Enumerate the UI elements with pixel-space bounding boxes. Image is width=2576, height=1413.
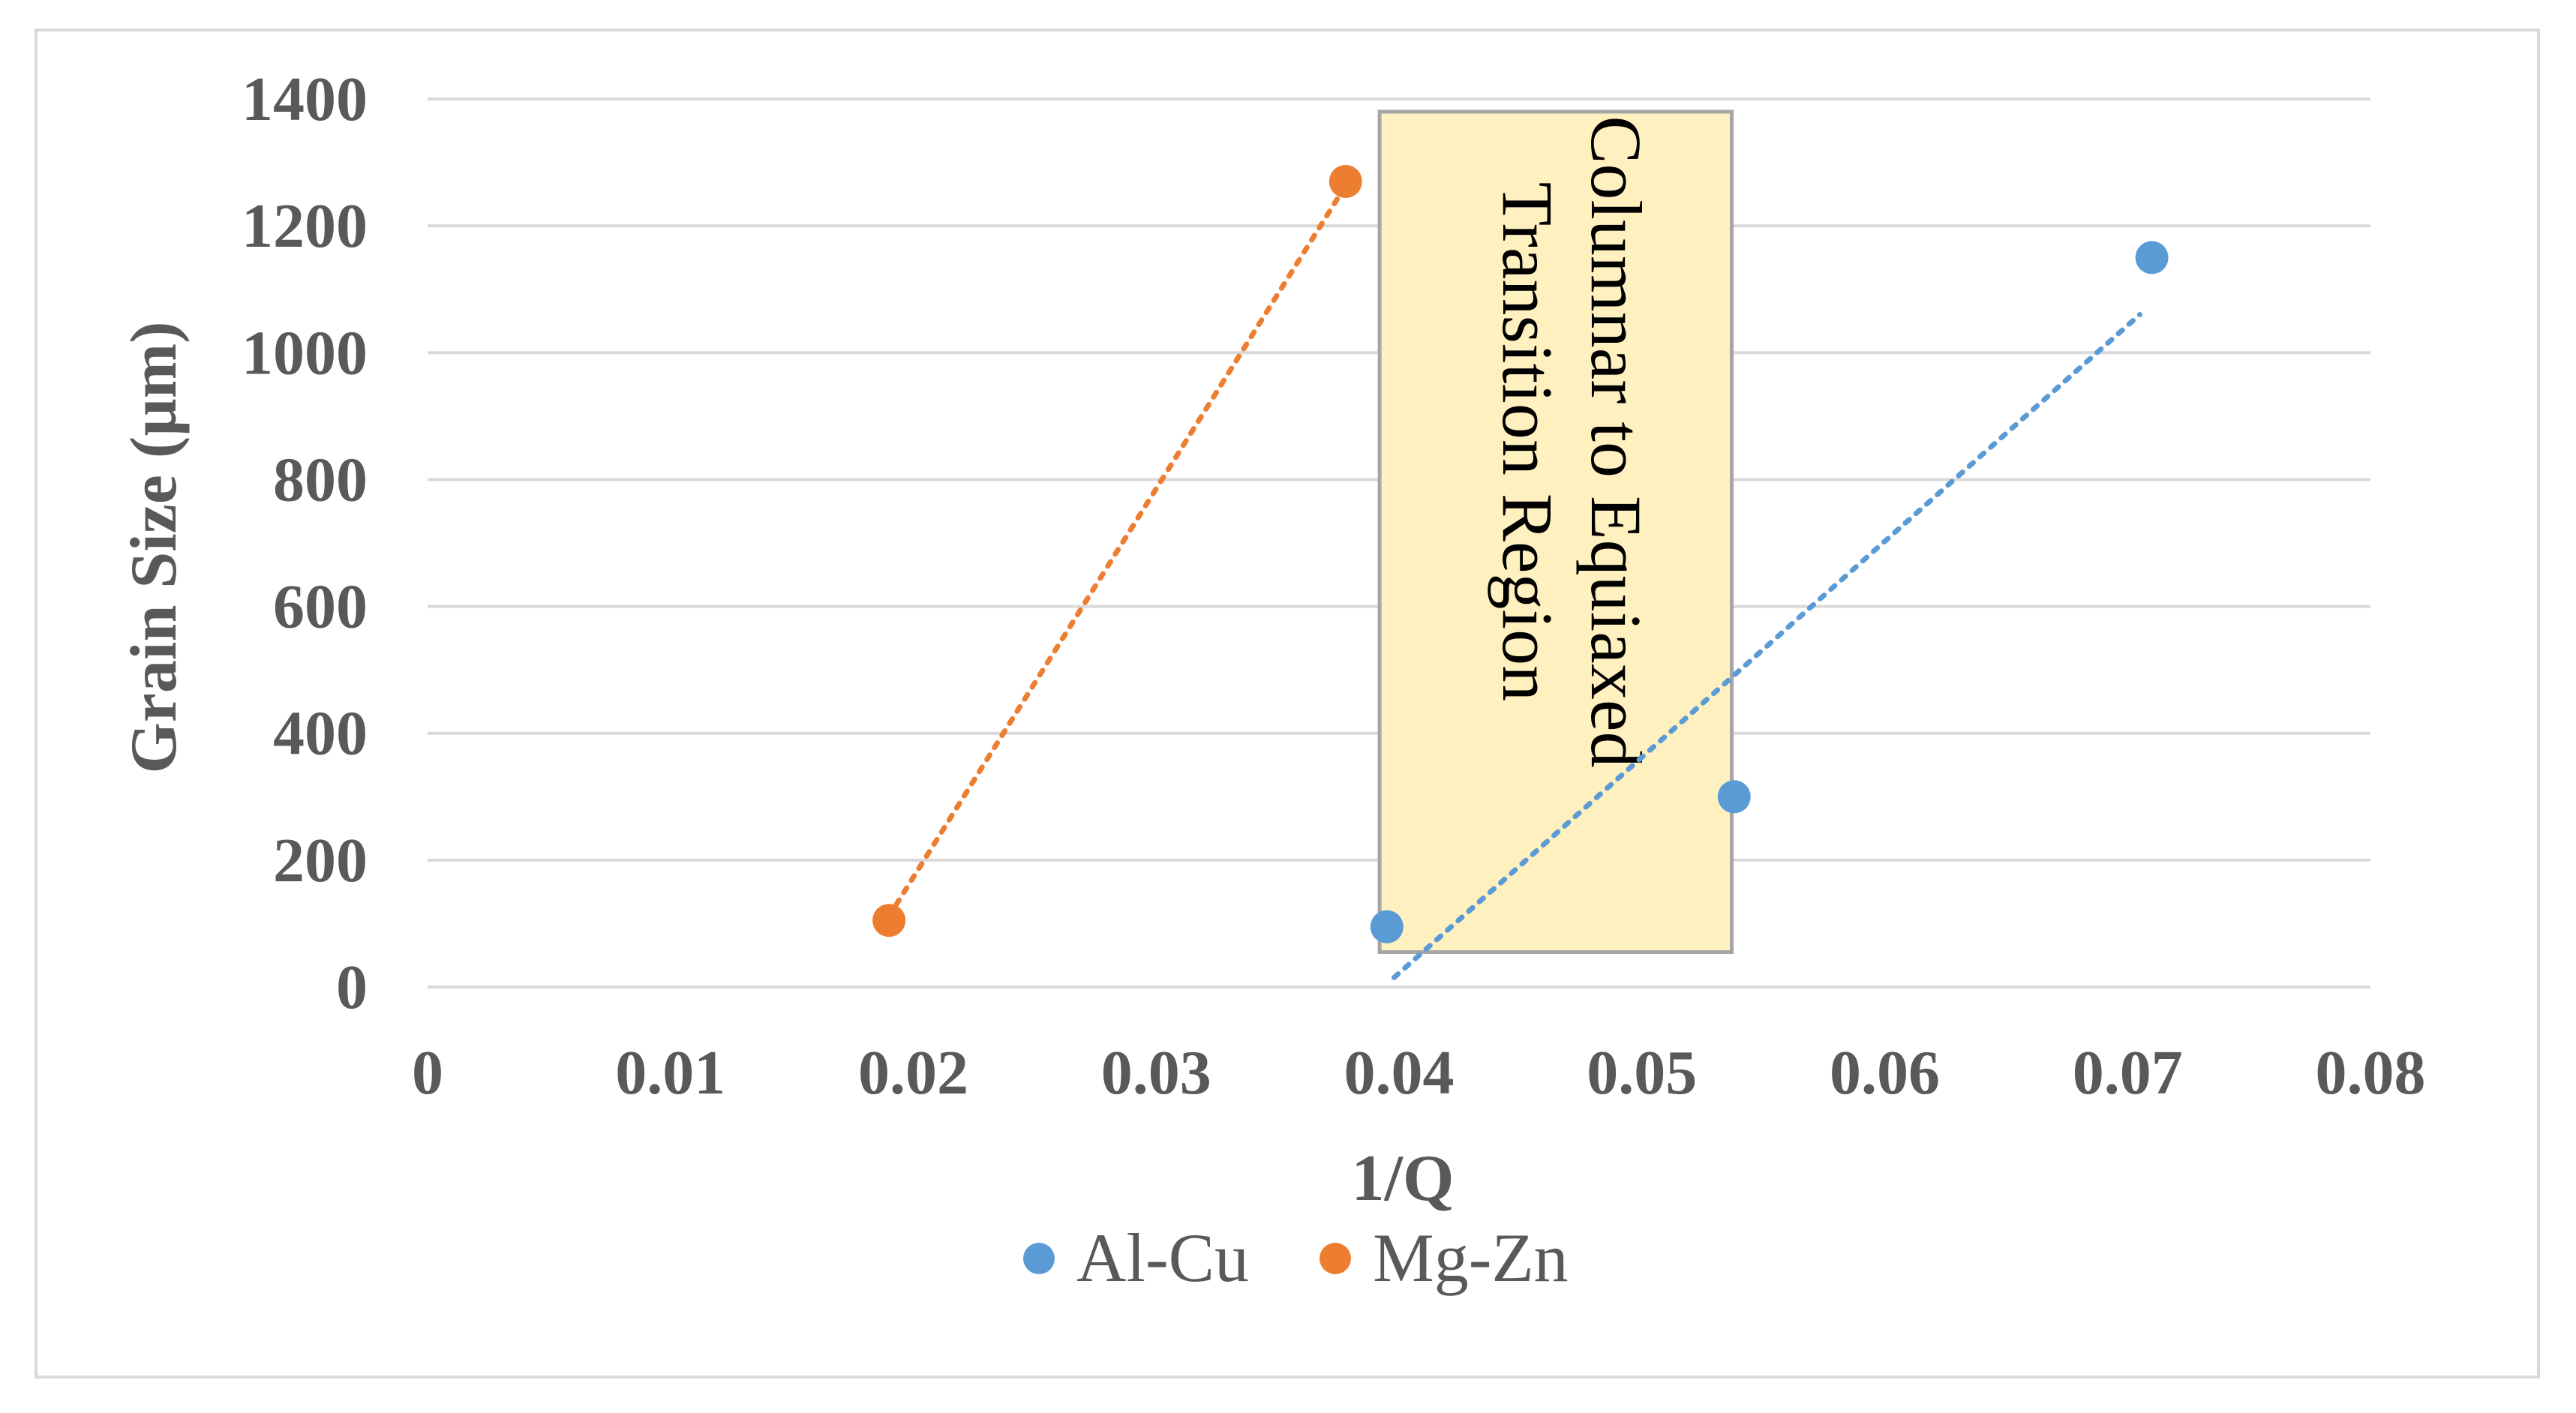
x-tick-label: 0.08 [2316, 1038, 2426, 1108]
chart-frame [35, 28, 2540, 1378]
y-axis-title: Grain Size (µm) [118, 321, 191, 773]
y-tick-label: 0 [336, 952, 368, 1022]
y-tick-label: 400 [273, 699, 368, 769]
point-al-cu [1370, 910, 1404, 944]
legend-label: Mg-Zn [1373, 1220, 1569, 1296]
y-tick-label: 800 [273, 445, 368, 514]
point-mg-zn [1329, 164, 1362, 198]
trendline-mg-zn [893, 194, 1341, 908]
x-tick-labels: 0 0.01 0.02 0.03 0.04 0.05 0.06 0.07 0.08 [412, 1038, 2426, 1108]
y-tick-labels: 0 200 400 600 800 1000 1200 1400 [242, 64, 368, 1022]
legend: Al-Cu Mg-Zn [1023, 1220, 1569, 1296]
region-label-line: Transition Region [1488, 182, 1568, 702]
x-tick-label: 0.01 [615, 1038, 725, 1108]
y-tick-label: 200 [273, 826, 368, 896]
point-mg-zn [872, 904, 906, 938]
y-tick-label: 1000 [242, 318, 368, 388]
x-tick-label: 0.06 [1830, 1038, 1940, 1108]
legend-label: Al-Cu [1076, 1220, 1249, 1296]
region-box [1377, 110, 1734, 954]
x-tick-label: 0.02 [858, 1038, 968, 1108]
y-tick-label: 1400 [242, 64, 368, 134]
x-tick-label: 0.07 [2073, 1038, 2183, 1108]
y-tick-label: 600 [273, 572, 368, 642]
y-tick-label: 1200 [242, 191, 368, 261]
legend-marker-mg-zn [1320, 1243, 1351, 1274]
x-tick-label: 0.05 [1587, 1038, 1697, 1108]
legend-marker-al-cu [1023, 1243, 1055, 1274]
trendlines [893, 194, 2142, 980]
data-points [872, 164, 2169, 944]
point-al-cu [2135, 241, 2169, 274]
x-axis-title: 1/Q [1352, 1142, 1455, 1215]
x-tick-label: 0 [412, 1038, 443, 1108]
x-tick-label: 0.04 [1344, 1038, 1455, 1108]
x-tick-label: 0.03 [1101, 1038, 1211, 1108]
trendline-al-cu [1392, 312, 2142, 980]
point-al-cu [1717, 780, 1751, 814]
region-label-line: Columnar to Equiaxed [1576, 116, 1656, 767]
